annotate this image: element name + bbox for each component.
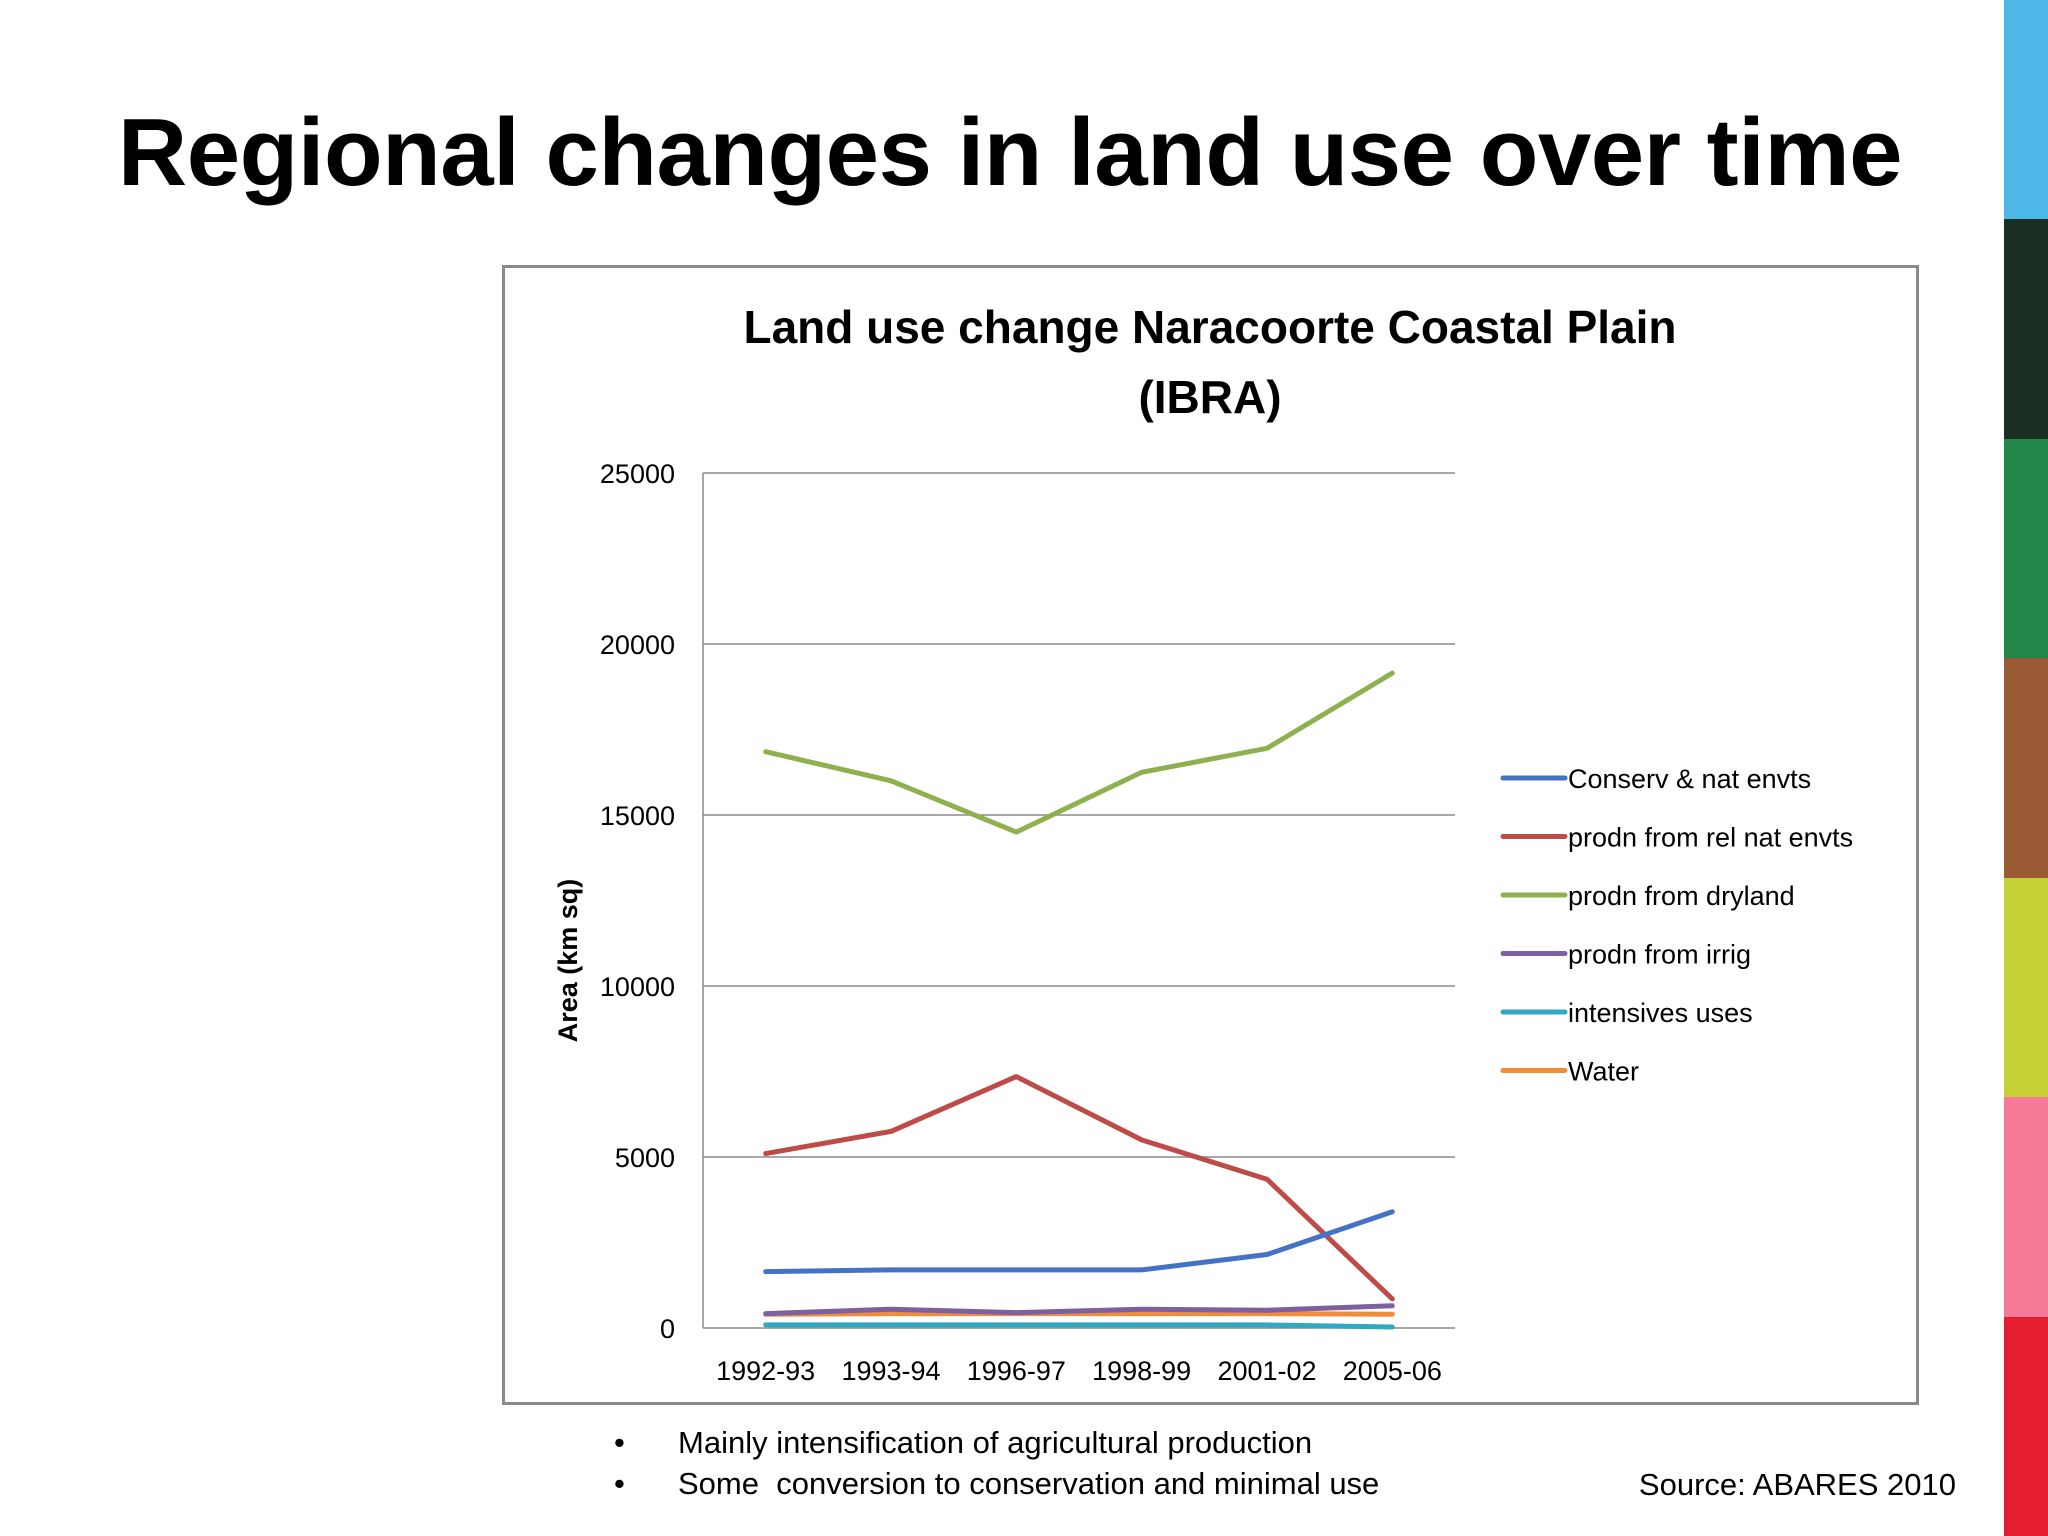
chart-title-line: (IBRA) [1138,371,1281,423]
legend-label: intensives uses [1568,998,1753,1028]
color-stripe-6 [2004,1097,2048,1317]
series-line-3 [763,670,1395,835]
x-tick-label: 1992-93 [716,1356,815,1386]
color-stripe-4 [2004,658,2048,878]
y-tick-label: 10000 [600,972,675,1002]
legend-label: prodn from rel nat envts [1568,823,1853,853]
series-line-5 [763,1322,1395,1330]
x-tick-label: 2005-06 [1343,1356,1442,1386]
x-tick-label: 1996-97 [967,1356,1066,1386]
bullet-list: Mainly intensification of agricultural p… [610,1422,1379,1504]
y-tick-label: 5000 [615,1143,675,1173]
x-tick-label: 1993-94 [841,1356,940,1386]
y-tick-label: 25000 [600,459,675,489]
color-stripe-3 [2004,438,2048,659]
chart-title-line: Land use change Naracoorte Coastal Plain [743,301,1676,353]
x-tick-label: 2001-02 [1217,1356,1316,1386]
y-tick-label: 20000 [600,630,675,660]
legend-label: prodn from dryland [1568,881,1795,911]
series-line-6 [763,1311,1395,1317]
y-tick-label: 15000 [600,801,675,831]
slide-title: Regional changes in land use over time [117,99,1903,206]
series-line-1 [763,1209,1395,1275]
color-stripe-1 [2004,0,2048,220]
decorative-color-bar [2004,0,2048,1536]
color-stripe-5 [2004,877,2048,1098]
series-line-4 [763,1303,1395,1317]
y-axis-label: Area (km sq) [553,879,583,1043]
bullet-item: Some conversion to conservation and mini… [610,1463,1379,1504]
legend-label: Water [1568,1057,1639,1087]
chart-frame: Land use change Naracoorte Coastal Plain… [502,265,1919,1405]
line-chart: Land use change Naracoorte Coastal Plain… [553,301,1853,1386]
color-stripe-7 [2004,1316,2048,1536]
legend-label: Conserv & nat envts [1568,764,1811,794]
series-line-2 [763,1074,1395,1302]
y-tick-label: 0 [660,1314,675,1344]
color-stripe-2 [2004,219,2048,439]
bullet-item: Mainly intensification of agricultural p… [610,1422,1379,1463]
source-note: Source: ABARES 2010 [1638,1467,1956,1502]
x-tick-label: 1998-99 [1092,1356,1191,1386]
legend-label: prodn from irrig [1568,940,1751,970]
